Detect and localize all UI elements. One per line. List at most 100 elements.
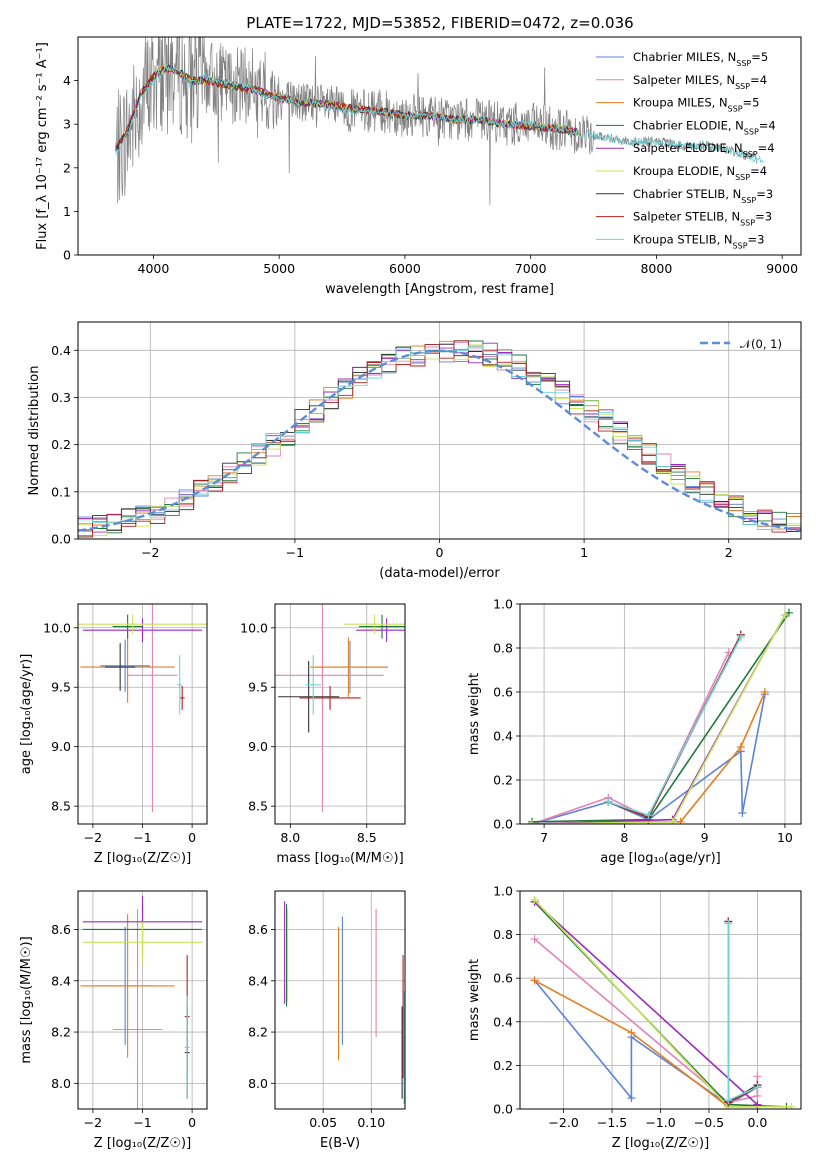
mass-vs-Z-xlabel: Z [log₁₀(Z/Z☉)]: [94, 1136, 191, 1151]
mass-vs-ebv-ytick-label: 8.4: [248, 973, 268, 988]
mass-vs-Z-xtick-label: −2: [84, 1115, 102, 1130]
age-vs-mass-ytick-label: 9.5: [248, 680, 268, 695]
massweight-vs-Z-xtick-label: −0.5: [694, 1115, 724, 1130]
spectrum-legend-tail: =4: [758, 141, 775, 155]
mass-vs-ebv-plot-area: [284, 901, 405, 1104]
age-vs-mass-plot-area: [275, 604, 405, 813]
spectrum-legend-tail: =3: [755, 210, 772, 224]
mass-vs-Z-frame: [77, 890, 208, 1110]
spectrum-legend-subscript: SSP: [736, 59, 751, 68]
massweight-vs-age-point-marker: [736, 743, 745, 751]
massweight-vs-Z-point-marker: [627, 1028, 636, 1037]
massweight-vs-Z-plot-area: [530, 895, 796, 1109]
massweight-vs-age-point-marker: [668, 817, 677, 824]
spectrum-legend-subscript: SSP: [741, 195, 756, 204]
massweight-vs-age-series-line: [531, 694, 766, 824]
residuals-ytick-label: 0.2: [51, 437, 71, 452]
spectrum-xtick-label: 8000: [640, 261, 672, 276]
residuals-plot-area: [78, 340, 801, 538]
massweight-vs-age-point-marker: [760, 688, 769, 696]
massweight-vs-age-ytick-label: 1.0: [493, 597, 513, 612]
age-vs-Z-plot-area: [78, 604, 207, 813]
age-vs-Z-ytick-label: 9.5: [51, 680, 71, 695]
spectrum-ytick-label: 4: [63, 73, 71, 88]
age-vs-mass-ytick-label: 10.0: [240, 620, 268, 635]
massweight-vs-age-point-marker: [676, 817, 685, 824]
massweight-vs-age-xtick-label: 9: [701, 830, 709, 845]
massweight-vs-age-ytick-label: 0.8: [493, 641, 513, 656]
massweight-vs-age-frame: [519, 603, 802, 825]
massweight-vs-age-point-marker: [784, 608, 793, 617]
mass-vs-Z-ytick-label: 8.4: [51, 973, 71, 988]
gaussian-legend-label: 𝒩(0, 1): [740, 337, 782, 351]
spectrum-legend-tail: =4: [750, 164, 767, 178]
spectrum-legend-tail: =3: [756, 187, 773, 201]
spectrum-plot-area: [115, 37, 764, 206]
massweight-vs-age-xtick-label: 10: [777, 830, 793, 845]
massweight-vs-Z-point-marker: [753, 1072, 762, 1081]
massweight-vs-Z-xlabel: Z [log₁₀(Z/Z☉)]: [612, 1136, 709, 1151]
massweight-vs-Z-xtick-label: −1.5: [597, 1115, 627, 1130]
massweight-vs-Z-point-marker: [753, 1083, 762, 1092]
spectrum-model-line: [115, 63, 764, 164]
spectrum-legend-subscript: SSP: [740, 218, 755, 227]
mass-vs-ebv-xtick-label: 0.05: [309, 1115, 337, 1130]
spectrum-legend-label: Chabrier MILES, NSSP=5: [633, 50, 768, 68]
spectrum-legend-label: Salpeter STELIB, NSSP=3: [633, 210, 772, 228]
residuals-xtick-label: 2: [725, 545, 733, 560]
spectrum-ytick-label: 1: [63, 204, 71, 219]
spectrum-legend-tail: =5: [743, 96, 760, 110]
massweight-vs-Z-point-marker: [530, 976, 539, 985]
residuals-xtick-label: 1: [580, 545, 588, 560]
massweight-vs-age-ytick-label: 0.6: [493, 685, 513, 700]
massweight-vs-Z-point-marker: [753, 1091, 762, 1100]
massweight-vs-age-point-marker: [780, 611, 789, 619]
age-vs-Z-ylabel: age [log₁₀(age/yr)]: [19, 654, 34, 775]
massweight-vs-Z-point-marker: [724, 919, 733, 928]
spectrum-legend-label: Salpeter ELODIE, NSSP=4: [633, 141, 775, 159]
massweight-vs-Z-xtick-label: −1.0: [645, 1115, 675, 1130]
spectrum-legend-subscript: SSP: [735, 173, 750, 182]
massweight-vs-Z-ytick-label: 0.0: [493, 1102, 513, 1117]
spectrum-legend-subscript: SSP: [728, 104, 743, 113]
spectrum-xtick-label: 7000: [515, 261, 547, 276]
age-vs-mass-xtick-label: 8.0: [280, 830, 300, 845]
spectrum-legend-tail: =3: [748, 232, 765, 246]
spectrum-xtick-label: 5000: [263, 261, 295, 276]
spectrum-legend-label: Kroupa ELODIE, NSSP=4: [633, 164, 767, 182]
spectrum-legend-label: Chabrier ELODIE, NSSP=4: [633, 118, 776, 136]
age-vs-Z-ytick-label: 10.0: [43, 620, 71, 635]
spectrum-legend-label: Chabrier STELIB, NSSP=3: [633, 187, 773, 205]
mass-vs-Z-ytick-label: 8.0: [51, 1076, 71, 1091]
residuals-xtick-label: −2: [141, 545, 159, 560]
massweight-vs-age-point-marker: [738, 809, 747, 817]
residuals-xtick-label: −1: [286, 545, 304, 560]
massweight-vs-age-xtick-label: 7: [540, 830, 548, 845]
massweight-vs-age-ytick-label: 0.2: [493, 773, 513, 788]
massweight-vs-Z-frame: [519, 890, 802, 1110]
mass-vs-ebv-ytick-label: 8.0: [248, 1076, 268, 1091]
residuals-ylabel: Normed distribution: [27, 366, 42, 496]
spectrum-legend-tail: =4: [759, 118, 776, 132]
spectrum-xtick-label: 4000: [138, 261, 170, 276]
mass-vs-ebv-frame: [274, 890, 406, 1110]
massweight-vs-Z-ytick-label: 0.6: [493, 971, 513, 986]
age-vs-Z-frame: [77, 603, 208, 825]
spectrum-legend-subscript: SSP: [744, 127, 759, 136]
massweight-vs-Z-ytick-label: 1.0: [493, 884, 513, 899]
spectrum-ylabel: Flux [f_λ 10⁻¹⁷ erg cm⁻² s⁻¹ A⁻¹]: [35, 42, 50, 250]
figure-title: PLATE=1722, MJD=53852, FIBERID=0472, z=0…: [246, 14, 633, 32]
residuals-ytick-label: 0.3: [51, 390, 71, 405]
spectrum-ytick-label: 0: [63, 248, 71, 263]
massweight-vs-Z-point-marker: [787, 1102, 796, 1109]
spectrum-xtick-label: 6000: [389, 261, 421, 276]
spectrum-legend-tail: =5: [751, 50, 768, 64]
massweight-vs-age-ytick-label: 0.0: [493, 817, 513, 832]
massweight-vs-age-point-marker: [528, 820, 537, 824]
massweight-vs-Z-xtick-label: 0.0: [747, 1115, 767, 1130]
mass-vs-ebv-xtick-label: 0.10: [357, 1115, 385, 1130]
age-vs-Z-ytick-label: 9.0: [51, 739, 71, 754]
massweight-vs-Z-ylabel: mass weight: [467, 959, 482, 1041]
